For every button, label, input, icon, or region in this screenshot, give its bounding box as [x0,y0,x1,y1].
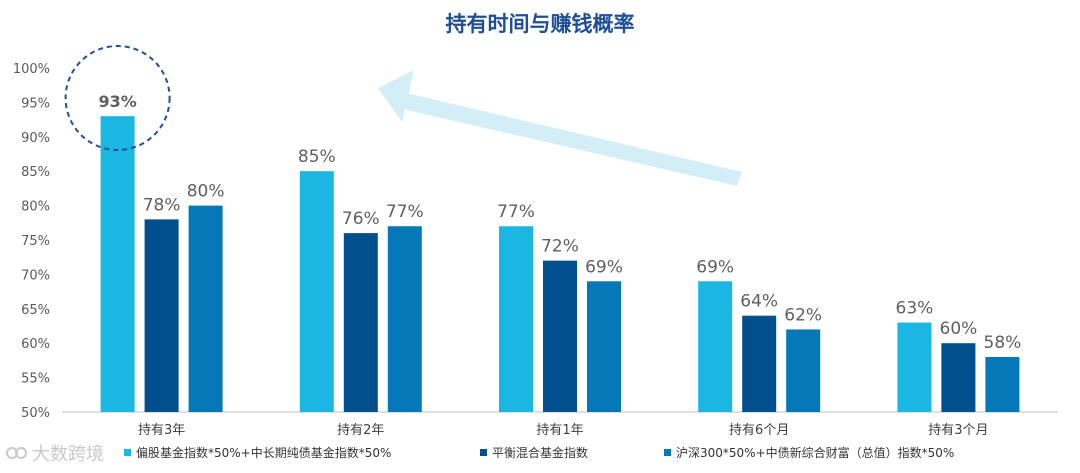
legend-swatch-series-3 [664,449,671,456]
y-tick-label: 55% [21,372,50,387]
highlight-circle [64,45,171,151]
legend-label-series-2: 平衡混合基金指数 [492,446,589,460]
trend-arrow-icon [378,70,742,186]
x-tick-label: 持有2年 [337,423,384,438]
y-tick-label: 65% [21,303,50,318]
y-tick-label: 95% [21,96,50,111]
x-tick-label: 持有3个月 [928,423,988,438]
bar [499,226,533,412]
legend-label-series-1: 偏股基金指数*50%+中长期纯债基金指数*50% [136,446,392,460]
bar [387,226,422,412]
chart-legend: 偏股基金指数*50%+中长期纯债基金指数*50% 平衡混合基金指数 沪深300*… [0,444,1080,464]
bar [587,281,621,412]
data-label: 77% [497,202,535,222]
bar [985,356,1020,412]
bar [742,315,777,412]
bar [144,219,179,412]
data-label: 78% [143,195,181,215]
bar [100,116,135,412]
y-tick-label: 100% [13,62,50,77]
legend-swatch-series-2 [480,449,487,456]
watermark: 大数跨境 [6,440,104,466]
bar [343,233,378,412]
bar [299,171,334,412]
y-tick-label: 50% [21,406,50,421]
watermark-logo-icon [6,447,27,459]
bar [897,322,932,412]
trend-arrow-shaft [398,92,742,186]
data-label: 80% [187,182,225,202]
bar [188,205,223,412]
data-label: 76% [342,209,380,229]
x-tick-label: 持有1年 [536,423,583,438]
legend-item-series-2: 平衡混合基金指数 [480,444,588,461]
chart-title: 持有时间与赚钱概率 [445,12,635,36]
y-tick-label: 70% [21,268,50,283]
data-label: 60% [940,319,978,339]
bar [543,260,577,412]
data-label: 93% [98,92,136,111]
data-label: 85% [298,147,336,167]
data-label: 77% [386,202,424,222]
y-tick-label: 90% [21,131,50,146]
x-tick-label: 持有3年 [138,423,185,438]
trend-arrow-head [378,70,414,122]
data-label: 69% [585,257,623,277]
legend-item-series-3: 沪深300*50%+中债新综合财富（总值）指数*50% [664,444,954,461]
y-tick-label: 85% [21,165,50,180]
data-label: 64% [740,292,778,312]
data-label: 58% [984,333,1022,353]
bar [941,343,976,412]
data-label: 72% [541,237,579,257]
bar [698,281,733,412]
y-tick-label: 80% [21,200,50,215]
y-tick-label: 75% [21,234,50,249]
watermark-text: 大数跨境 [32,444,104,465]
legend-item-series-1: 偏股基金指数*50%+中长期纯债基金指数*50% [124,444,391,461]
y-tick-label: 60% [21,337,50,352]
data-label: 63% [896,299,934,319]
data-label: 69% [696,257,734,277]
legend-label-series-3: 沪深300*50%+中债新综合财富（总值）指数*50% [676,446,955,460]
legend-swatch-series-1 [124,449,131,456]
bar [786,329,821,412]
data-label: 62% [784,305,822,325]
x-tick-label: 持有6个月 [729,423,789,438]
